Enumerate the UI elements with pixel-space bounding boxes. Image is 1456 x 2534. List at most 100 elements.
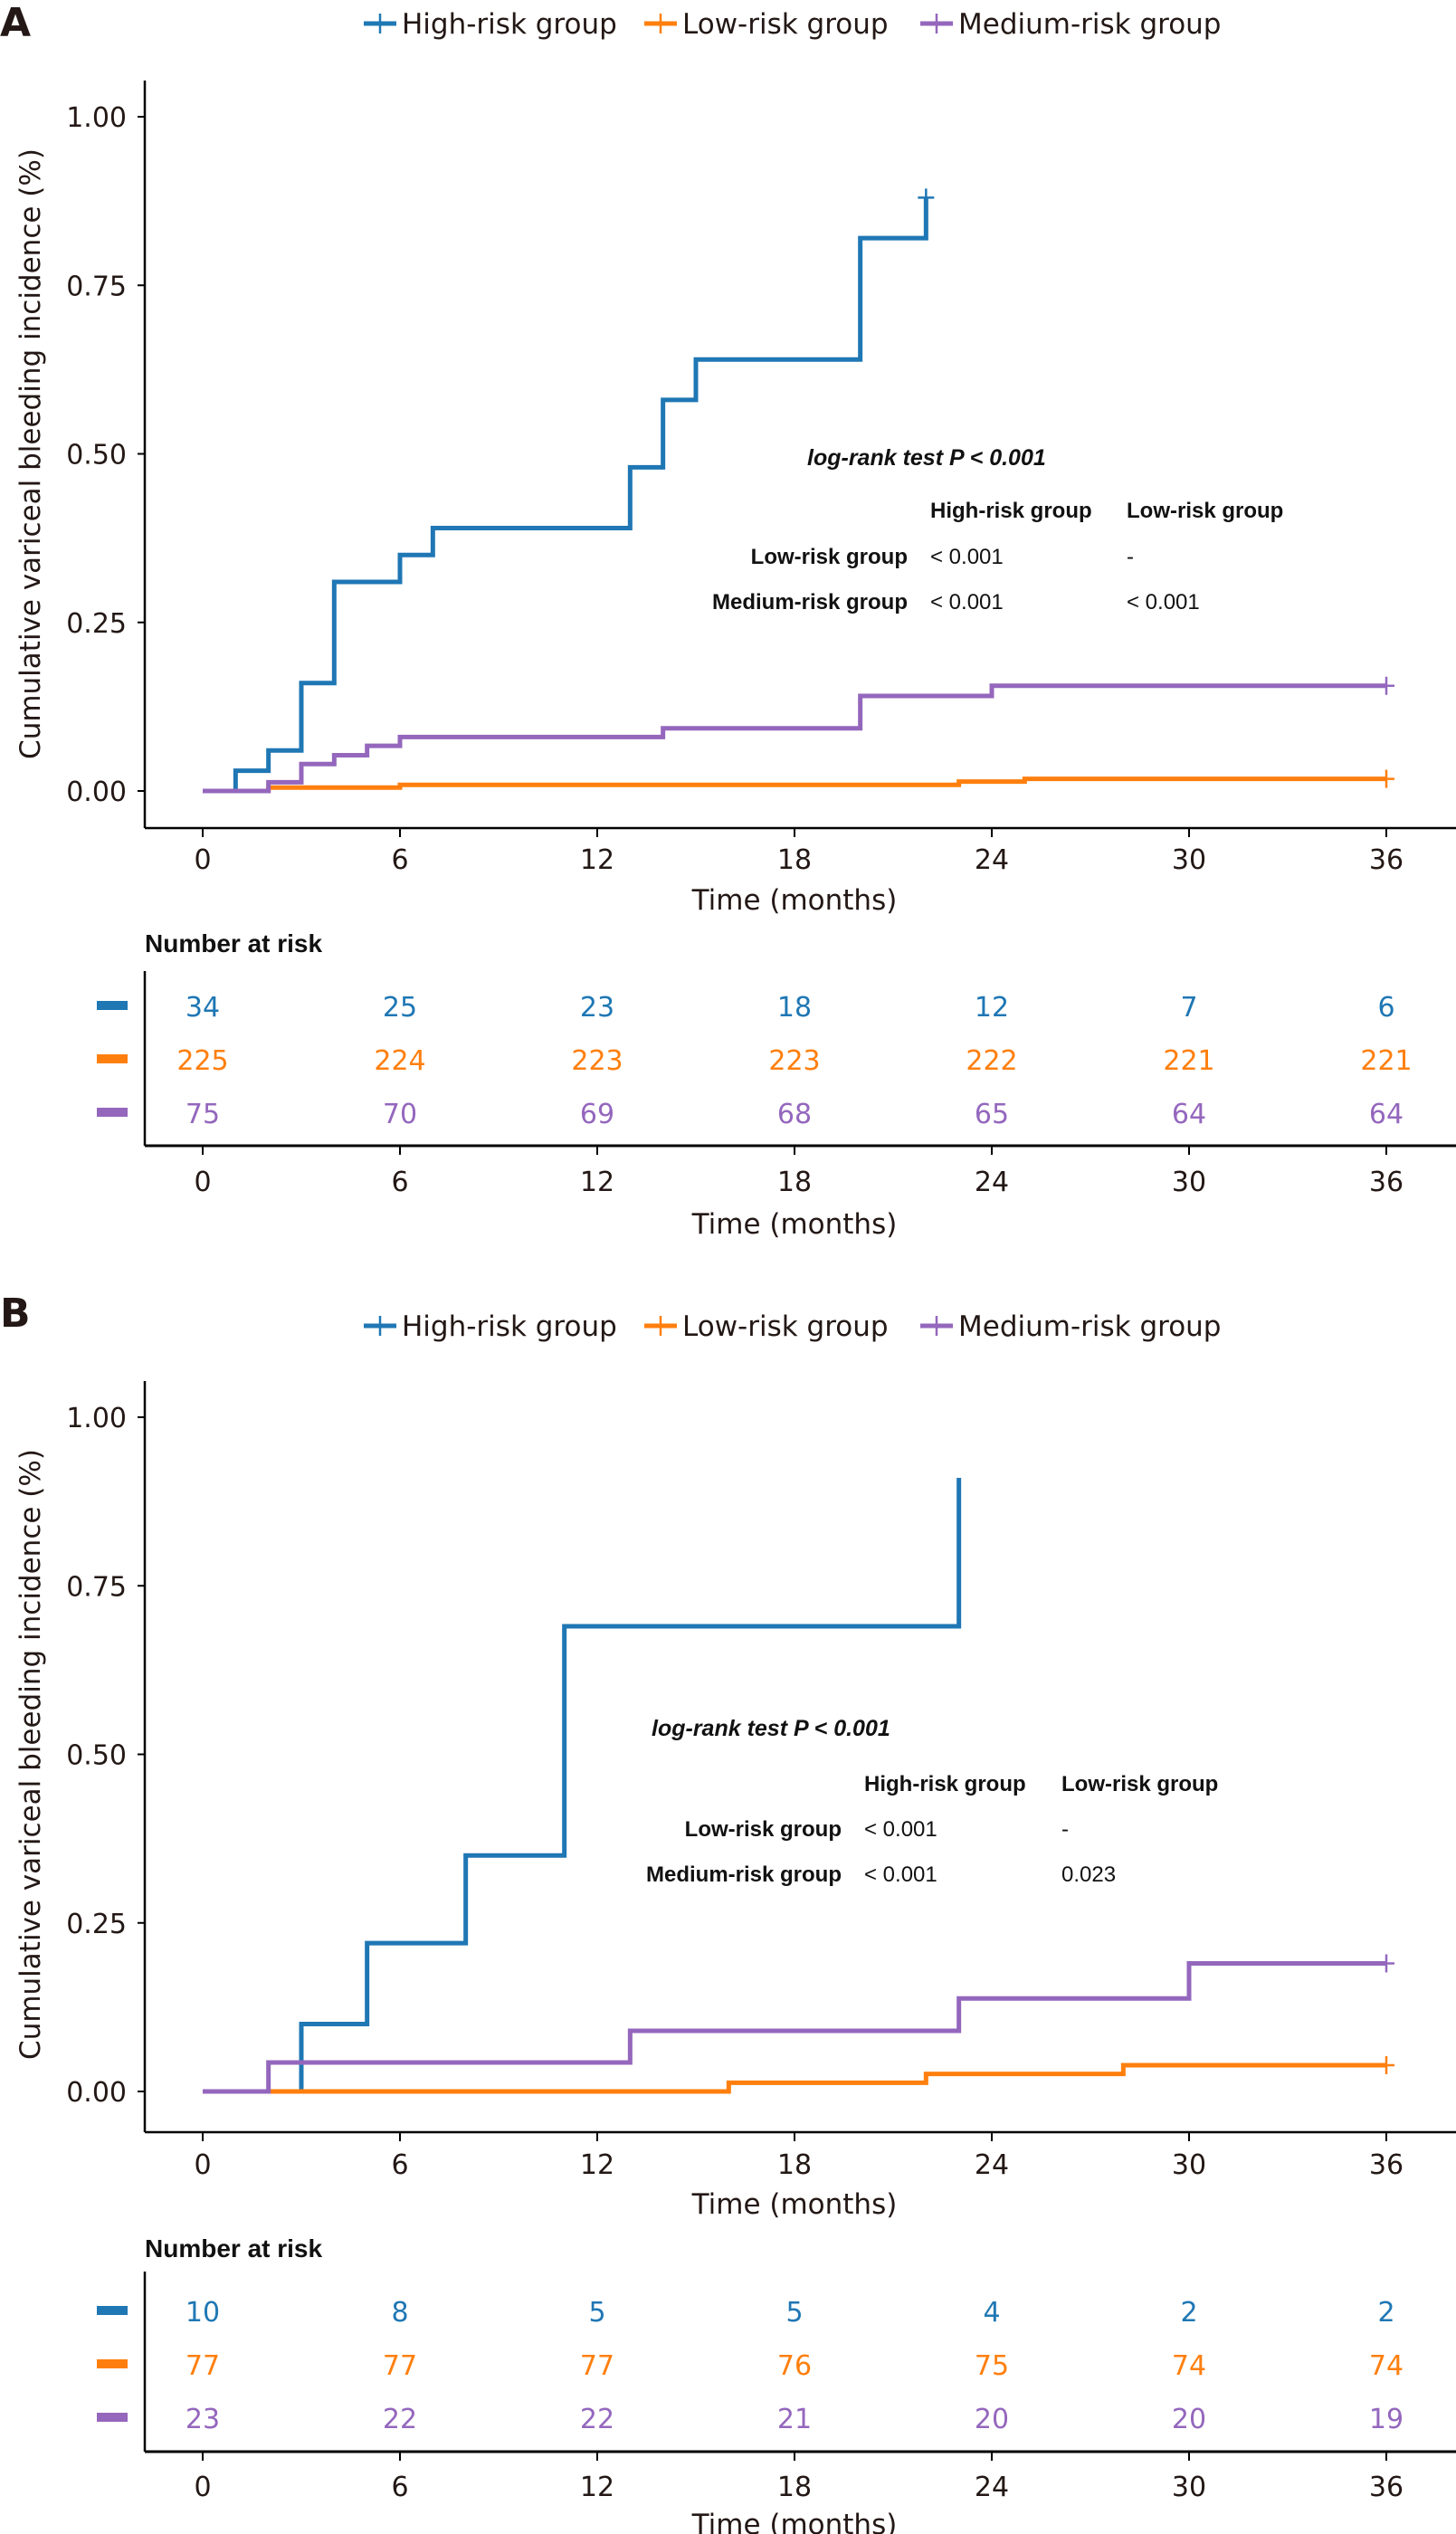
logrank-title: log-rank test P < 0.001 [807,445,1046,471]
risk-count: 7 [1180,992,1197,1024]
annotation-col-header: High-risk group [864,1772,1026,1796]
y-axis-title: Cumulative variceal bleeding incidence (… [14,1449,47,2060]
risk-count: 18 [777,992,812,1024]
risk-count: 223 [571,1045,623,1077]
x-tick-label: 0 [194,2149,211,2181]
y-tick-label: 0.75 [66,1571,127,1603]
risk-count: 77 [186,2350,220,2382]
x-tick-label: 6 [391,844,408,876]
x-tick-label: 24 [975,2149,1009,2181]
risk-count: 5 [588,2297,605,2329]
risk-x-tick-label: 18 [777,2472,812,2503]
risk-row-swatch-icon [97,2306,128,2315]
annotation-row-label: Low-risk group [685,1817,842,1842]
legend-label: Medium-risk group [958,1310,1222,1343]
panel-label: B [0,1291,31,1337]
y-axis-title: Cumulative variceal bleeding incidence (… [14,148,47,759]
y-tick-label: 0.75 [66,271,127,302]
risk-count: 20 [975,2404,1009,2435]
annotation-cell: 0.023 [1061,1862,1116,1887]
legend-label: Low-risk group [682,1310,889,1343]
risk-x-tick-label: 30 [1172,1167,1206,1198]
risk-count: 225 [176,1045,228,1077]
risk-row-swatch-icon [97,1108,128,1117]
risk-count: 223 [768,1045,820,1077]
annotation-cell: < 0.001 [930,590,1004,614]
x-tick-label: 30 [1172,844,1206,876]
risk-count: 19 [1369,2404,1404,2435]
risk-x-tick-label: 6 [391,2472,408,2503]
risk-count: 69 [580,1099,614,1130]
y-tick-label: 0.50 [66,440,127,472]
x-axis-title: Time (months) [691,2188,898,2221]
risk-x-tick-label: 24 [975,1167,1009,1198]
km-curve [203,1960,1386,2094]
annotation-row-label: Medium-risk group [712,590,908,614]
x-tick-label: 24 [975,844,1009,876]
risk-count: 64 [1369,1099,1404,1130]
risk-table-title: Number at risk [145,2234,322,2262]
risk-table-title: Number at risk [145,929,322,957]
risk-count: 12 [975,992,1009,1024]
annotation-cell: < 0.001 [930,545,1004,569]
km-curve [203,683,1386,794]
logrank-annotation: log-rank test P < 0.001 High-risk group Lo… [646,1716,1218,1887]
risk-count: 21 [777,2404,812,2435]
x-tick-label: 36 [1369,2149,1404,2181]
legend-item: High-risk group [364,8,617,41]
risk-count: 77 [580,2350,614,2382]
risk-x-tick-label: 18 [777,1167,812,1198]
risk-count: 224 [374,1045,425,1077]
risk-count: 65 [975,1099,1009,1130]
risk-count: 2 [1180,2297,1197,2329]
risk-count: 22 [580,2404,614,2435]
legend-item: High-risk group [364,1310,617,1343]
km-curve [203,2062,1386,2094]
legend-label: Low-risk group [682,8,889,41]
y-tick-label: 0.00 [66,776,127,808]
legend: High-risk group Low-risk group Medium-risk… [364,1310,1222,1343]
series-medium-risk-group [203,1954,1394,2094]
x-tick-label: 12 [580,2149,614,2181]
y-tick-label: 0.25 [66,608,127,640]
risk-x-axis-title: Time (months) [691,2509,898,2534]
annotation-cell: < 0.001 [864,1817,937,1842]
risk-count: 70 [383,1099,417,1130]
risk-x-axis-title: Time (months) [691,1208,898,1241]
legend-label: Medium-risk group [958,8,1222,41]
legend-item: Low-risk group [644,8,889,41]
annotation-col-header: Low-risk group [1061,1772,1218,1796]
y-tick-label: 1.00 [66,102,127,134]
legend-label: High-risk group [402,1310,617,1343]
risk-count: 221 [1163,1045,1214,1077]
y-tick-label: 0.00 [66,2077,127,2109]
legend: High-risk group Low-risk group Medium-risk… [364,8,1222,41]
risk-row-swatch-icon [97,2413,128,2422]
risk-count: 4 [983,2297,1000,2329]
risk-count: 6 [1377,992,1394,1024]
y-tick-label: 0.50 [66,1740,127,1772]
annotation-cell: - [1061,1817,1069,1842]
risk-count: 76 [777,2350,812,2382]
x-tick-label: 36 [1369,844,1404,876]
logrank-title: log-rank test P < 0.001 [652,1716,890,1741]
risk-x-tick-label: 36 [1369,1167,1404,1198]
annotation-col-header: Low-risk group [1127,499,1283,523]
risk-count: 77 [383,2350,417,2382]
annotation-col-header: High-risk group [930,499,1092,523]
panel-label: A [0,0,31,46]
risk-count: 68 [777,1099,812,1130]
annotation-cell: - [1127,545,1134,569]
risk-count: 75 [186,1099,220,1130]
risk-table: Number at risk 34 25 23 18 12 7 6 225 224 223 223 22… [97,929,1456,1241]
risk-count: 74 [1369,2350,1404,2382]
risk-count: 25 [383,992,417,1024]
x-tick-label: 0 [194,844,211,876]
risk-count: 221 [1360,1045,1412,1077]
risk-x-tick-label: 0 [194,1167,211,1198]
risk-count: 34 [186,992,220,1024]
risk-count: 222 [966,1045,1017,1077]
x-tick-label: 18 [777,844,812,876]
risk-x-tick-label: 12 [580,1167,614,1198]
